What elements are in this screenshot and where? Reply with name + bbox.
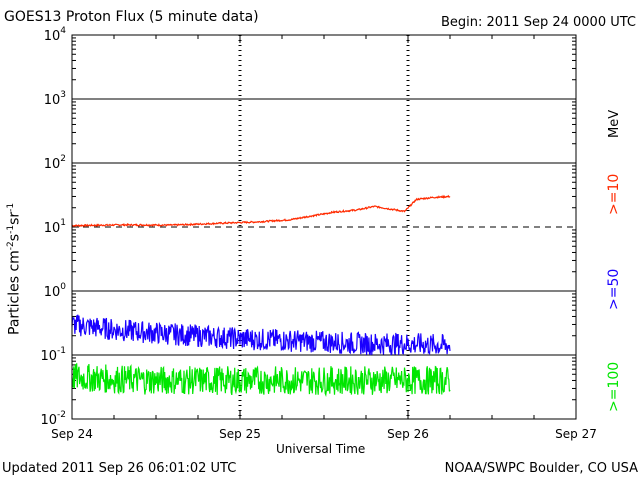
- series-line: [71, 363, 451, 398]
- y-tick-label: 104: [44, 26, 67, 44]
- legend-entry-10mev: >=10: [606, 173, 622, 215]
- x-tick-label: Sep 25: [219, 427, 261, 441]
- data-source: NOAA/SWPC Boulder, CO USA: [444, 461, 638, 476]
- series-layer: [71, 194, 451, 398]
- y-tick-label: 103: [44, 90, 66, 108]
- begin-time: Begin: 2011 Sep 24 0000 UTC: [440, 15, 636, 30]
- y-tick-label: 102: [44, 154, 66, 172]
- y-tick-label: 100: [44, 282, 67, 300]
- updated-timestamp: Updated 2011 Sep 26 06:01:02 UTC: [2, 461, 237, 476]
- x-tick-label: Sep 24: [51, 427, 93, 441]
- y-tick-label: 10-2: [40, 410, 66, 428]
- series-line: [71, 314, 451, 356]
- grid-layer: [71, 35, 577, 420]
- x-tick-labels: Sep 24 Sep 25 Sep 26 Sep 27: [51, 427, 597, 441]
- series-line: [71, 194, 451, 228]
- y-tick-label: 10-1: [40, 346, 66, 364]
- plot-frame: [71, 34, 577, 420]
- legend-entry-50mev: >=50: [606, 268, 622, 310]
- chart-title: GOES13 Proton Flux (5 minute data): [4, 9, 259, 25]
- y-tick-label: 101: [44, 218, 66, 236]
- x-axis-label: Universal Time: [276, 442, 366, 456]
- y-tick-labels: 104 103 102 101 100 10-1 10-2: [40, 26, 66, 428]
- legend-unit: MeV: [607, 109, 622, 138]
- x-tick-label: Sep 26: [387, 427, 429, 441]
- legend-entry-100mev: >=100: [606, 361, 622, 412]
- x-tick-label: Sep 27: [555, 427, 597, 441]
- y-axis-label: Particles cm-2s-1sr-1: [6, 202, 23, 335]
